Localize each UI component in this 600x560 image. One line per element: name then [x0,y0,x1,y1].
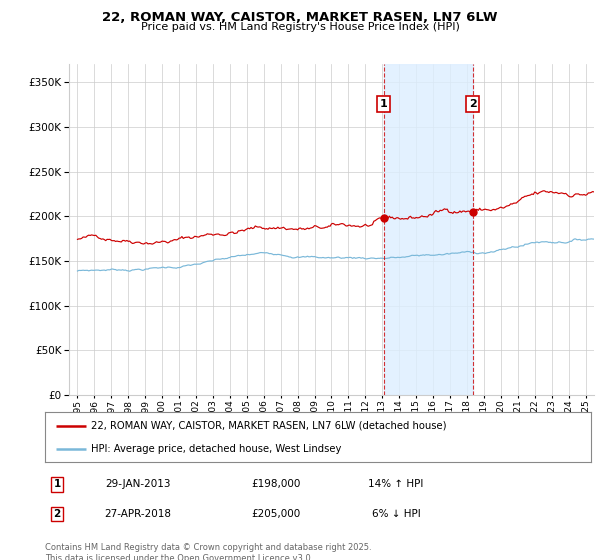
Text: 22, ROMAN WAY, CAISTOR, MARKET RASEN, LN7 6LW: 22, ROMAN WAY, CAISTOR, MARKET RASEN, LN… [102,11,498,24]
Bar [383,64,473,395]
Text: £205,000: £205,000 [251,509,301,519]
Text: Contains HM Land Registry data © Crown copyright and database right 2025.
This d: Contains HM Land Registry data © Crown c… [45,543,371,560]
Text: 1: 1 [53,479,61,489]
Text: HPI: Average price, detached house, West Lindsey: HPI: Average price, detached house, West… [91,445,342,454]
Text: 2: 2 [53,509,61,519]
Text: 2: 2 [469,99,476,109]
Text: £198,000: £198,000 [251,479,301,489]
Text: Price paid vs. HM Land Registry's House Price Index (HPI): Price paid vs. HM Land Registry's House … [140,22,460,32]
Text: 27-APR-2018: 27-APR-2018 [104,509,172,519]
Text: 14% ↑ HPI: 14% ↑ HPI [368,479,424,489]
Text: 22, ROMAN WAY, CAISTOR, MARKET RASEN, LN7 6LW (detached house): 22, ROMAN WAY, CAISTOR, MARKET RASEN, LN… [91,421,447,431]
Text: 6% ↓ HPI: 6% ↓ HPI [371,509,421,519]
Text: 29-JAN-2013: 29-JAN-2013 [105,479,171,489]
Text: 1: 1 [380,99,388,109]
